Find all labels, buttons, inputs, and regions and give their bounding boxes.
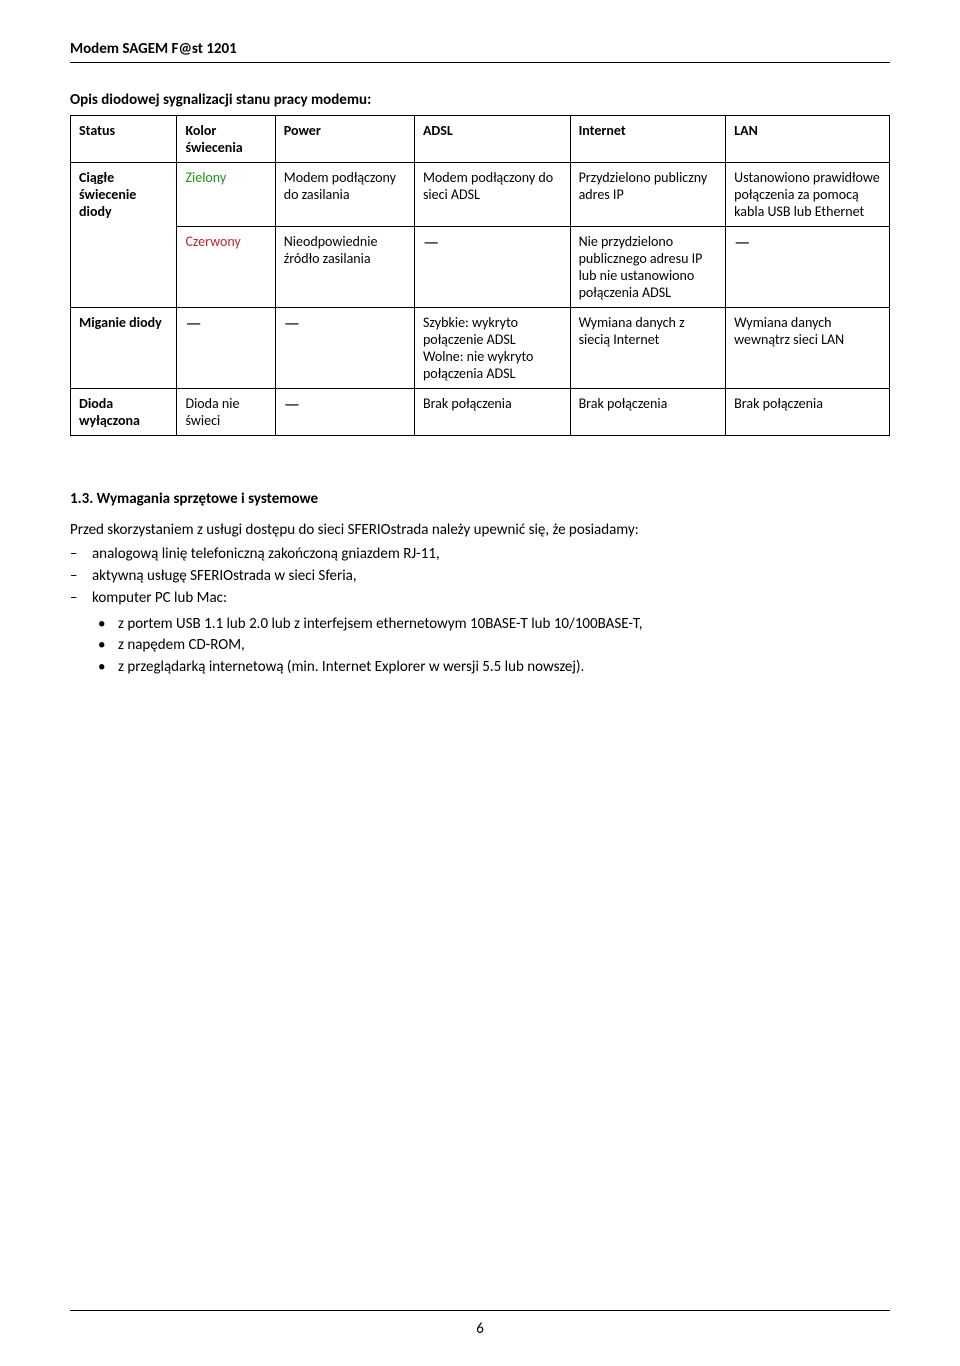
cell-power: Nieodpowied­nie źródło zasilania	[275, 227, 414, 308]
document-header: Modem SAGEM F@st 1201	[70, 40, 890, 63]
cell-kolor: Czerwony	[177, 227, 275, 308]
list-item: z napędem CD-ROM,	[118, 635, 890, 657]
requirements-list: analogową linię telefoniczną zakończoną …	[70, 544, 890, 609]
cell-adsl: Szybkie: wykry­to połączenie ADSL Wolne:…	[414, 308, 570, 389]
list-item: komputer PC lub Mac:	[92, 588, 890, 610]
cell-power: Modem podłączony do zasilania	[275, 163, 414, 227]
table-row: Miganie diody — — Szybkie: wykry­to połą…	[71, 308, 890, 389]
col-adsl: ADSL	[414, 116, 570, 163]
cell-adsl: Modem podłą­czony do sieci ADSL	[414, 163, 570, 227]
requirements-intro: Przed skorzystaniem z usługi dostępu do …	[70, 520, 890, 540]
requirements-heading: 1.3. Wymagania sprzętowe i systemowe	[70, 490, 890, 508]
cell-status: Ciągłe świecenie diody	[71, 163, 177, 308]
table-header-row: Status Kolor świecenia Power ADSL Intern…	[71, 116, 890, 163]
cell-power: —	[275, 389, 414, 436]
col-status: Status	[71, 116, 177, 163]
table-row: Ciągłe świecenie diody Zielony Modem pod…	[71, 163, 890, 227]
page: Modem SAGEM F@st 1201 Opis diodowej sygn…	[0, 0, 960, 1366]
cell-power: —	[275, 308, 414, 389]
cell-lan: Ustanowiono prawidłowe połączenia za pom…	[726, 163, 890, 227]
col-kolor: Kolor świecenia	[177, 116, 275, 163]
table-row: Czerwony Nieodpowied­nie źródło zasilani…	[71, 227, 890, 308]
requirements-sublist: z portem USB 1.1 lub 2.0 lub z interfejs…	[70, 614, 890, 679]
cell-status: Dioda wyłączona	[71, 389, 177, 436]
color-label-red: Czerwony	[185, 233, 240, 250]
table-row: Dioda wyłączona Dioda nie świeci — Brak …	[71, 389, 890, 436]
led-status-table: Status Kolor świecenia Power ADSL Intern…	[70, 115, 890, 436]
cell-kolor: Zielony	[177, 163, 275, 227]
color-label-green: Zielony	[185, 169, 226, 186]
cell-status: Miganie diody	[71, 308, 177, 389]
col-power: Power	[275, 116, 414, 163]
list-item: z przeglądarką internetową (min. Interne…	[118, 657, 890, 679]
cell-lan: —	[726, 227, 890, 308]
page-footer: 6	[70, 1310, 890, 1338]
cell-lan: Wymiana da­nych wewnątrz sieci LAN	[726, 308, 890, 389]
list-item: z portem USB 1.1 lub 2.0 lub z interfejs…	[118, 614, 890, 636]
list-item: aktywną usługę SFERIOstrada w sieci Sfer…	[92, 566, 890, 588]
cell-internet: Wymiana danych z siecią Internet	[570, 308, 726, 389]
list-item: analogową linię telefoniczną zakończoną …	[92, 544, 890, 566]
cell-kolor: Dioda nie świeci	[177, 389, 275, 436]
footer-divider	[70, 1310, 890, 1312]
page-number: 6	[70, 1320, 890, 1338]
col-internet: Internet	[570, 116, 726, 163]
cell-lan: Brak połączenia	[726, 389, 890, 436]
cell-internet: Nie przydzielono publicznego adresu IP l…	[570, 227, 726, 308]
col-lan: LAN	[726, 116, 890, 163]
cell-internet: Brak połączenia	[570, 389, 726, 436]
section-title: Opis diodowej sygnalizacji stanu pracy m…	[70, 91, 890, 109]
cell-adsl: Brak połączenia	[414, 389, 570, 436]
cell-adsl: —	[414, 227, 570, 308]
cell-internet: Przydzielono pu­bliczny adres IP	[570, 163, 726, 227]
cell-kolor: —	[177, 308, 275, 389]
